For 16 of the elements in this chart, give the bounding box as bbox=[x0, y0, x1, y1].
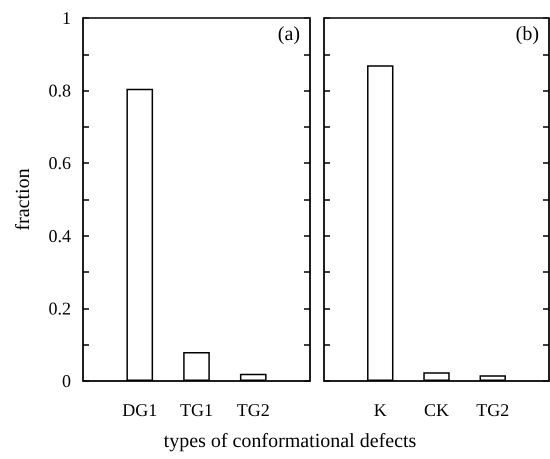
y-axis-title: fraction bbox=[12, 168, 34, 231]
x-axis-title: types of conformational defects bbox=[162, 430, 418, 453]
y-tick-label: 0 bbox=[62, 371, 71, 391]
annotation: (a) bbox=[278, 23, 300, 45]
x-tick-label: TG2 bbox=[236, 400, 270, 420]
y-tick-label: 0.4 bbox=[48, 226, 71, 246]
y-tick-label: 1 bbox=[62, 8, 71, 28]
y-tick-label: 0.6 bbox=[48, 153, 71, 174]
x-tick-label: TG2 bbox=[476, 400, 510, 420]
y-tick-label: 0.8 bbox=[48, 80, 71, 101]
x-tick-label: DG1 bbox=[122, 400, 158, 420]
annotation: (b) bbox=[516, 23, 540, 45]
x-tick-label: TG1 bbox=[180, 400, 213, 420]
x-tick-label: CK bbox=[424, 400, 450, 420]
x-tick-label: K bbox=[374, 400, 387, 420]
y-tick-label: 0.2 bbox=[48, 298, 71, 318]
